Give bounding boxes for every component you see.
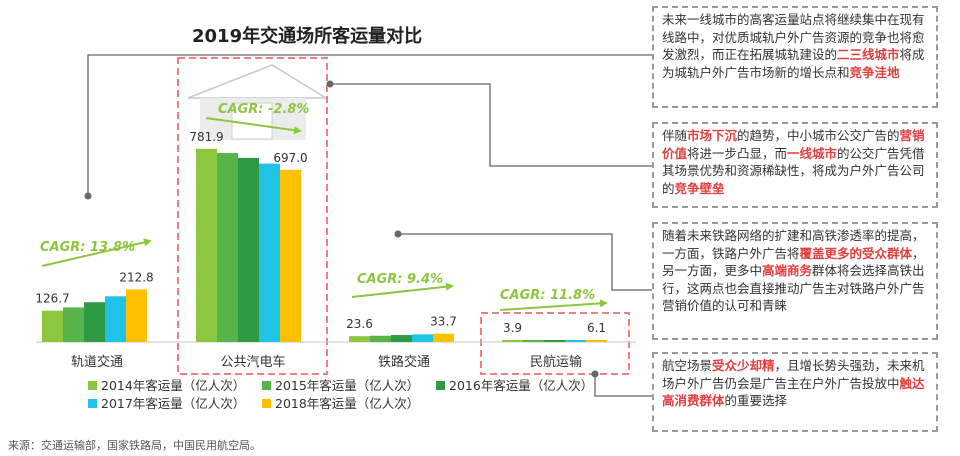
bar-rail-transit-2017 — [105, 296, 126, 342]
aviation-highlight-box — [480, 312, 630, 375]
connector-bus — [330, 83, 652, 167]
bar-rail-transit-2015 — [63, 307, 84, 342]
legend-swatch-2017 — [88, 399, 97, 408]
note-rail-transit: 未来一线城市的高客运量站点将继续集中在现有线路中，对优质城轨户外广告资源的竞争也… — [652, 6, 938, 108]
legend-swatch-2016 — [436, 381, 445, 390]
category-label-railway: 铁路交通 — [378, 354, 430, 370]
bar-bus-2014 — [196, 148, 217, 342]
note-highlight-text: 覆盖更多的受众群体 — [799, 245, 913, 261]
bar-railway-2016 — [391, 335, 412, 342]
category-label-aviation: 民航运输 — [530, 354, 582, 370]
note-text: 将成为城轨户外广告市场新的增长点和 — [662, 47, 925, 80]
bar-railway-2015 — [370, 335, 391, 342]
chart-title: 2019年交通场所客运量对比 — [192, 25, 422, 47]
bar-rail-transit-2014 — [42, 310, 63, 342]
bar-rail-transit-2018 — [126, 289, 147, 342]
note-highlight-text: 一线城市 — [787, 145, 838, 161]
value-label-rail-transit-last: 212.8 — [119, 270, 153, 284]
bar-aviation-2016 — [544, 340, 565, 342]
connector-aviation — [594, 374, 652, 397]
category-label-bus: 公共汽电车 — [220, 354, 285, 370]
value-label-aviation-last: 6.1 — [587, 321, 606, 335]
note-railway: 随着未来铁路网络的扩建和高铁渗透率的提高，一方面，铁路户外广告将覆盖更多的受众群… — [652, 222, 938, 340]
note-text: 的趋势，中小城市公交广告的 — [737, 128, 900, 143]
note-text: 群体将会选择高铁出行，这两点也会直接推动广告主对铁路户外广告营销价值的认可和青睐 — [662, 263, 925, 314]
note-text: 的公交广告凭借其场景优势和资源稀缺性，将成为户外广告公司的 — [662, 145, 925, 196]
value-label-bus-last: 697.0 — [273, 151, 307, 165]
value-label-railway-first: 23.6 — [346, 317, 373, 331]
legend-swatch-2015 — [262, 381, 271, 390]
note-text: 的重要选择 — [724, 393, 788, 409]
note-highlight-text: 高端商务 — [762, 263, 813, 279]
cagr-arrow-railway — [351, 282, 454, 298]
note-highlight-text: 竞争壁垒 — [674, 180, 725, 196]
bar-bus-2017 — [259, 163, 280, 342]
value-label-railway-last: 33.7 — [430, 315, 457, 329]
note-text: 随着未来铁路网络的扩建和高铁渗透率的提高，一方面，铁路户外广告将 — [662, 228, 925, 261]
legend-label-2015: 2015年客运量（亿人次） — [275, 378, 419, 393]
bar-aviation-2018 — [586, 340, 607, 342]
note-text: 伴随 — [662, 128, 688, 143]
category-label-rail-transit: 轨道交通 — [71, 354, 123, 370]
value-label-bus-first: 781.9 — [189, 130, 223, 144]
connector-rail-transit — [87, 54, 652, 196]
bar-aviation-2014 — [502, 340, 523, 342]
cagr-arrow-aviation — [499, 299, 608, 311]
source-note: 来源：交通运输部，国家铁路局，中国民用航空局。 — [8, 439, 261, 452]
note-aviation: 航空场景受众少却精，且增长势头强劲，未来机场户外广告仍会是广告主在户外广告投放中… — [652, 352, 938, 432]
bar-aviation-2017 — [565, 340, 586, 342]
bar-railway-2017 — [412, 334, 433, 342]
bar-railway-2018 — [433, 333, 454, 342]
connector-railway — [398, 233, 652, 291]
note-highlight-text: 营销价值 — [662, 128, 925, 161]
legend-swatch-2018 — [262, 399, 271, 408]
legend-label-2018: 2018年客运量（亿人次） — [275, 396, 419, 411]
connector-lines — [87, 54, 652, 397]
bar-railway-2014 — [349, 336, 370, 342]
cagr-arrow-rail-transit — [41, 238, 152, 267]
note-bus: 伴随市场下沉的趋势，中小城市公交广告的营销价值将进一步凸显，而一线城市的公交广告… — [652, 122, 938, 208]
bus-highlight-box — [177, 57, 328, 375]
value-label-rail-transit-first: 126.7 — [35, 292, 69, 306]
bar-bus-2015 — [217, 153, 238, 342]
bar-bus-2016 — [238, 157, 259, 342]
legend-label-2014: 2014年客运量（亿人次） — [101, 378, 245, 393]
bar-bus-2018 — [280, 169, 301, 342]
note-highlight-text: 触达高消费群体 — [662, 375, 925, 409]
note-text: 未来一线城市的高客运量站点将继续集中在现有线路中，对优质城轨户外广告资源的竞争也… — [662, 12, 925, 63]
note-highlight-text: 竞争洼地 — [849, 64, 900, 80]
cagr-arrow-bus — [205, 117, 302, 135]
cagr-label-railway: CAGR: 9.4% — [357, 272, 443, 287]
legend-label-2016: 2016年客运量（亿人次） — [449, 378, 593, 393]
cagr-label-rail-transit: CAGR: 13.8% — [40, 240, 135, 255]
value-label-aviation-first: 3.9 — [503, 321, 522, 335]
legend-label-2017: 2017年客运量（亿人次） — [101, 396, 245, 411]
note-text: 将进一步凸显，而 — [687, 145, 788, 161]
note-text: 航空场景 — [662, 358, 713, 373]
legend-swatch-2014 — [88, 381, 97, 390]
cagr-label-bus: CAGR: -2.8% — [218, 102, 309, 117]
legend: 2014年客运量（亿人次） 2015年客运量（亿人次） 2016年客运量（亿人次… — [88, 378, 593, 411]
note-highlight-text: 二三线城市 — [837, 47, 900, 63]
note-highlight-text: 受众少却精 — [712, 358, 775, 373]
bar-aviation-2015 — [523, 340, 544, 342]
bar-rail-transit-2016 — [84, 302, 105, 342]
note-highlight-text: 市场下沉 — [687, 128, 738, 143]
note-text: ，另一方面，更多中 — [662, 245, 925, 279]
note-text: ，且增长势头强劲，未来机场户外广告仍会是广告主在户外广告投放中 — [662, 358, 925, 391]
cagr-label-aviation: CAGR: 11.8% — [500, 288, 595, 303]
connector-dots — [84, 80, 599, 378]
